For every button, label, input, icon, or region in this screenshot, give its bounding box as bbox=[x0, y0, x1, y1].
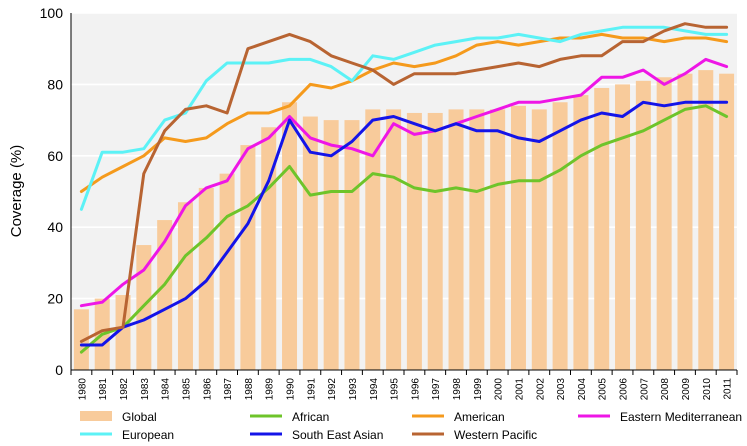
bar-global-2000 bbox=[490, 109, 506, 370]
x-tick-label-1988: 1988 bbox=[244, 378, 255, 401]
x-tick-labels: 1980 1981 1982 1983 1984 1985 1986 1987 1988 1989… bbox=[77, 378, 733, 401]
legend-item-european: European bbox=[80, 428, 174, 442]
y-tick-label: 0 bbox=[55, 362, 63, 378]
legend-item-african: African bbox=[250, 410, 329, 424]
x-tick-label-2001: 2001 bbox=[514, 378, 525, 401]
bar-global-2005 bbox=[594, 87, 610, 370]
x-tick-label-1986: 1986 bbox=[202, 378, 213, 401]
bar-global-2008 bbox=[656, 77, 672, 370]
bar-global-1985 bbox=[177, 202, 193, 370]
y-tick-label: 60 bbox=[47, 148, 63, 164]
bar-global-2007 bbox=[635, 80, 651, 370]
bar-global-1995 bbox=[386, 109, 402, 370]
bar-global-1990 bbox=[282, 102, 298, 370]
bar-global-2001 bbox=[510, 105, 526, 370]
x-tick-label-2011: 2011 bbox=[723, 378, 734, 400]
x-tick-label-1992: 1992 bbox=[327, 378, 338, 401]
x-tick-label-1997: 1997 bbox=[431, 378, 442, 401]
legend-item-american: American bbox=[412, 410, 505, 424]
bar-global-2010 bbox=[698, 70, 714, 371]
legend-label: European bbox=[122, 428, 174, 442]
bar-global-1997 bbox=[427, 112, 443, 371]
x-tick-label-1983: 1983 bbox=[140, 378, 151, 401]
bar-global-1996 bbox=[406, 112, 422, 371]
x-tick-label-2008: 2008 bbox=[660, 378, 671, 401]
x-tick-label-1985: 1985 bbox=[181, 378, 192, 401]
x-tick-label-2004: 2004 bbox=[577, 378, 588, 401]
axes bbox=[70, 13, 738, 375]
legend-label: Western Pacific bbox=[454, 428, 537, 442]
x-tick-label-1999: 1999 bbox=[473, 378, 484, 401]
bar-global-2009 bbox=[677, 73, 693, 370]
y-tick-label: 20 bbox=[47, 291, 63, 307]
series-line-eastern-mediterranean bbox=[79, 57, 729, 308]
series-line-south-east-asian bbox=[79, 100, 729, 347]
bar-global-1998 bbox=[448, 109, 464, 370]
legend: Global African American Eastern Mediterrane… bbox=[80, 410, 742, 442]
x-tick-label-1987: 1987 bbox=[223, 378, 234, 401]
bar-global-1991 bbox=[302, 116, 318, 370]
bar-global-2002 bbox=[531, 109, 547, 370]
series-line-american bbox=[79, 32, 729, 193]
y-tick-label: 100 bbox=[40, 5, 64, 21]
bar-global-2004 bbox=[573, 95, 589, 371]
legend-swatch bbox=[80, 411, 112, 421]
bar-global-1992 bbox=[323, 120, 339, 370]
y-tick-label: 80 bbox=[47, 76, 63, 92]
x-tick-label-1996: 1996 bbox=[410, 378, 421, 401]
bar-global-1988 bbox=[240, 145, 256, 370]
series-line-western-pacific bbox=[79, 22, 729, 343]
x-tick-label-1995: 1995 bbox=[390, 378, 401, 401]
legend-item-south-east-asian: South East Asian bbox=[250, 428, 383, 442]
bar-global-2003 bbox=[552, 102, 568, 370]
y-tick-label: 40 bbox=[47, 219, 63, 235]
bar-global-2006 bbox=[615, 84, 631, 371]
x-tick-label-1980: 1980 bbox=[77, 378, 88, 401]
y-tick-labels: 0 20 40 60 80 100 bbox=[40, 5, 64, 378]
x-tick-label-2003: 2003 bbox=[556, 378, 567, 401]
bar-global-1987 bbox=[219, 173, 235, 370]
bar-global-1982 bbox=[115, 295, 131, 370]
x-tick-label-2007: 2007 bbox=[639, 378, 650, 401]
legend-label: South East Asian bbox=[292, 428, 383, 442]
x-tick-label-2009: 2009 bbox=[681, 378, 692, 401]
x-tick-label-2002: 2002 bbox=[535, 378, 546, 401]
x-tick-label-1984: 1984 bbox=[161, 378, 172, 401]
legend-label: Eastern Mediterranean bbox=[620, 410, 742, 424]
x-tick-label-1990: 1990 bbox=[286, 378, 297, 401]
legend-item-eastern-mediterranean: Eastern Mediterranean bbox=[578, 410, 742, 424]
x-tick-label-1993: 1993 bbox=[348, 378, 359, 401]
legend-label: American bbox=[454, 410, 505, 424]
bar-global-1984 bbox=[157, 220, 173, 370]
y-axis-label: Coverage (%) bbox=[8, 145, 25, 238]
bar-global-1980 bbox=[73, 309, 89, 370]
bar-global-2011 bbox=[719, 73, 735, 370]
x-tick-label-2006: 2006 bbox=[619, 378, 630, 401]
legend-label: African bbox=[292, 410, 329, 424]
bar-global-1999 bbox=[469, 109, 485, 370]
x-tick-label-1998: 1998 bbox=[452, 378, 463, 401]
x-tick-label-2005: 2005 bbox=[598, 378, 609, 401]
x-tick-label-1989: 1989 bbox=[265, 378, 276, 401]
global-bars bbox=[73, 70, 735, 371]
x-tick-label-1981: 1981 bbox=[98, 378, 109, 401]
x-tick-label-2000: 2000 bbox=[494, 378, 505, 401]
legend-item-western-pacific: Western Pacific bbox=[412, 428, 537, 442]
x-tick-label-1982: 1982 bbox=[119, 378, 130, 401]
x-tick-label-1994: 1994 bbox=[369, 378, 380, 401]
series-line-african bbox=[79, 104, 729, 354]
bar-global-1993 bbox=[344, 120, 360, 370]
legend-item-global: Global bbox=[80, 410, 157, 424]
x-tick-label-1991: 1991 bbox=[306, 378, 317, 401]
x-tick-label-2010: 2010 bbox=[702, 378, 713, 401]
series-lines bbox=[79, 22, 729, 354]
legend-label: Global bbox=[122, 410, 157, 424]
